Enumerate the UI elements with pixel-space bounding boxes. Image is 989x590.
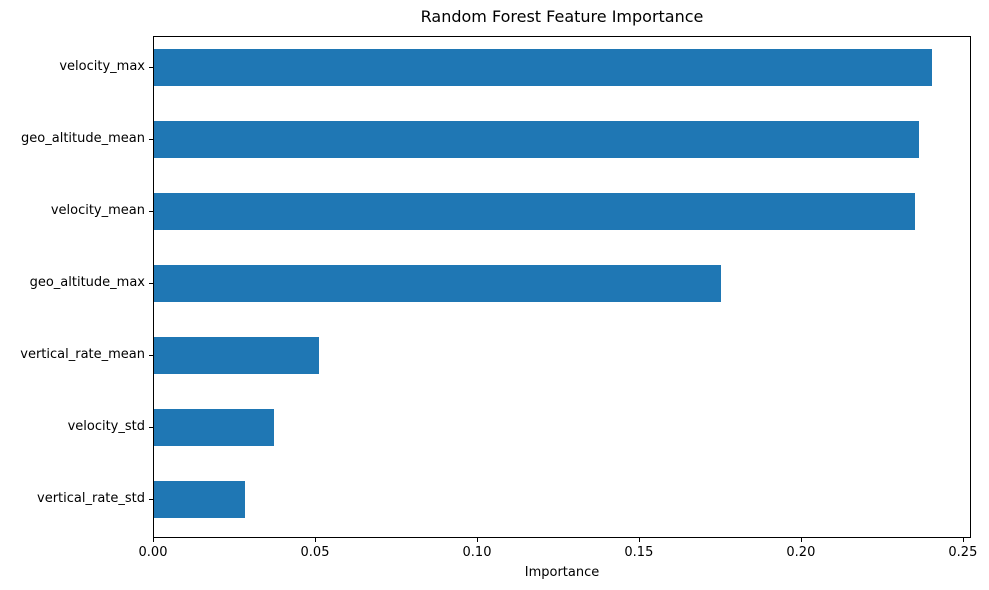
x-tick-label: 0.10 (462, 545, 492, 560)
y-tick-mark (149, 66, 153, 68)
bar-geo_altitude_max (154, 265, 721, 303)
x-tick-label: 0.05 (300, 545, 330, 560)
x-tick-mark (638, 538, 640, 542)
x-tick-label: 0.15 (624, 545, 654, 560)
bar-velocity_std (154, 409, 274, 447)
y-tick-mark (149, 282, 153, 284)
y-tick-mark (149, 138, 153, 140)
x-tick-mark (800, 538, 802, 542)
x-tick-label: 0.00 (138, 545, 168, 560)
bar-velocity_max (154, 49, 932, 87)
x-tick-label: 0.25 (948, 545, 978, 560)
y-tick-mark (149, 498, 153, 500)
x-tick-mark (315, 538, 316, 542)
y-tick-label: geo_altitude_max (29, 274, 145, 290)
y-tick-label: velocity_mean (50, 202, 145, 218)
y-tick-label: velocity_std (67, 418, 145, 434)
plot-area (153, 36, 971, 538)
bar-geo_altitude_mean (154, 121, 919, 159)
x-tick-mark (477, 538, 478, 542)
chart-title: Random Forest Feature Importance (420, 7, 704, 26)
y-tick-mark (149, 210, 153, 212)
y-tick-label: vertical_rate_std (37, 490, 145, 506)
bar-vertical_rate_std (154, 481, 245, 519)
y-tick-label: vertical_rate_mean (20, 346, 145, 362)
x-tick-mark (153, 538, 154, 542)
x-tick-mark (962, 538, 964, 542)
bar-velocity_mean (154, 193, 916, 231)
y-tick-label: geo_altitude_mean (21, 130, 145, 146)
x-tick-label: 0.20 (786, 545, 816, 560)
bar-vertical_rate_mean (154, 337, 320, 375)
x-axis-label: Importance (524, 565, 600, 580)
y-tick-label: velocity_max (59, 58, 145, 74)
y-tick-mark (149, 354, 153, 356)
y-tick-mark (149, 426, 153, 428)
